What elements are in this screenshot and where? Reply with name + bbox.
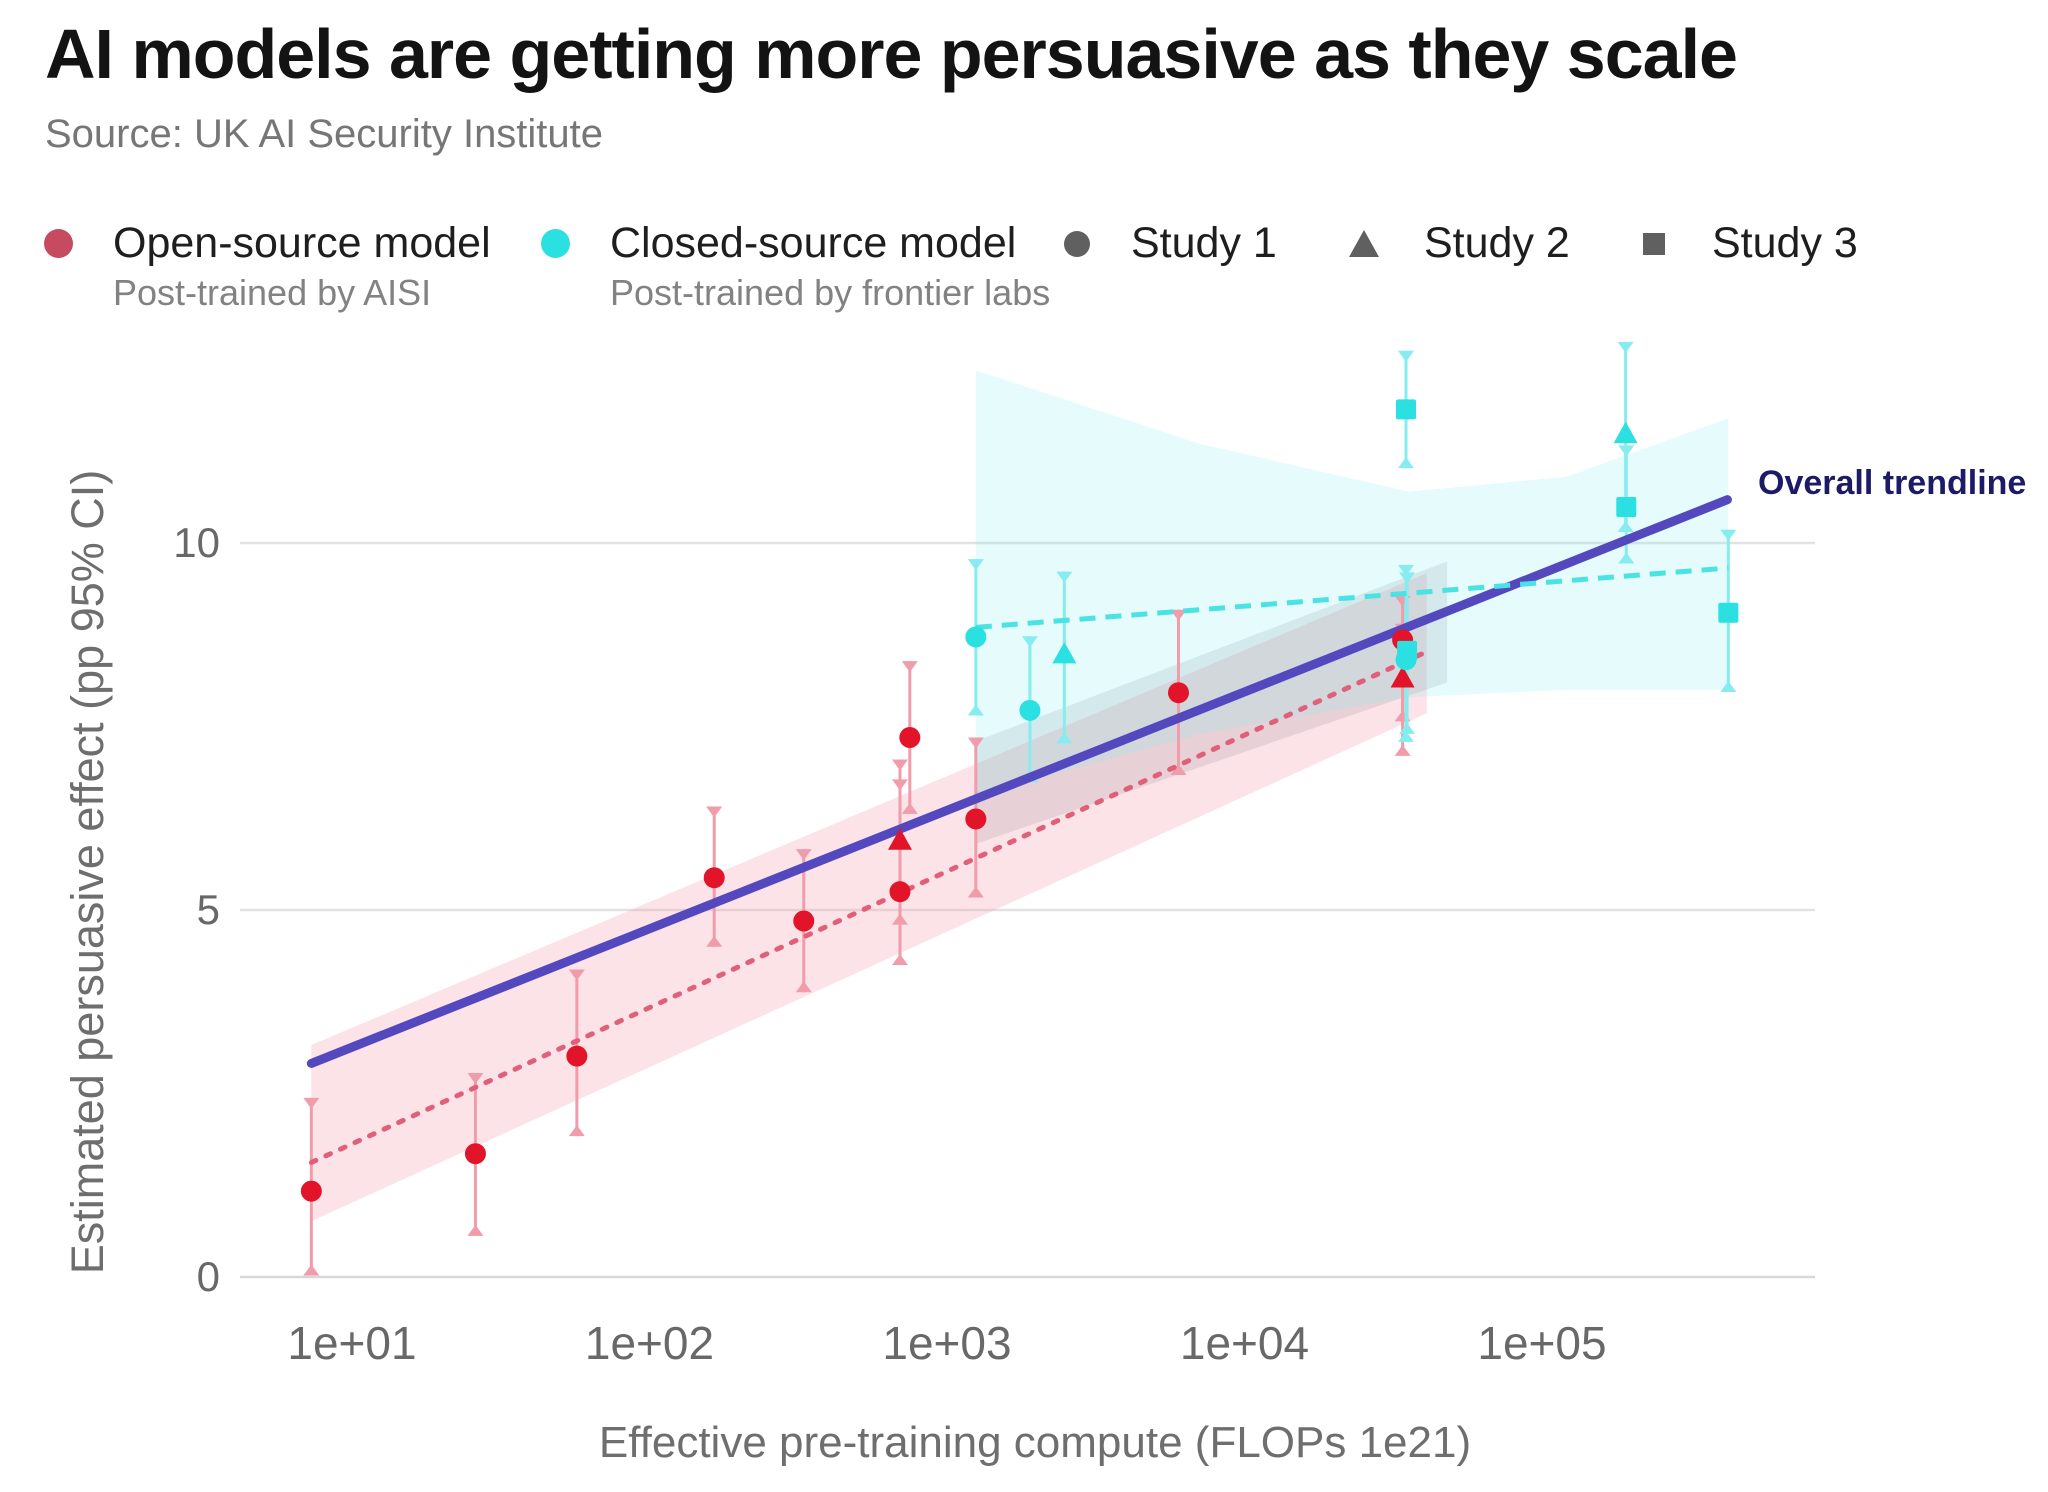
- y-tick-label: 5: [196, 886, 220, 933]
- error-bar-cap-bottom: [568, 1125, 585, 1137]
- error-bar-cap-top: [706, 806, 723, 818]
- data-point-circle: [300, 1180, 322, 1202]
- error-bar-cap-bottom: [1397, 730, 1414, 742]
- data-point-circle: [1168, 682, 1189, 704]
- error-bar-cap-bottom: [967, 886, 984, 898]
- data-point-circle: [1019, 699, 1041, 721]
- data-point-circle: [793, 910, 815, 932]
- error-bar-cap-top: [901, 661, 918, 673]
- x-tick-label: 1e+01: [287, 1317, 417, 1369]
- chart-source: Source: UK AI Security Institute: [45, 112, 604, 156]
- x-tick-label: 1e+03: [882, 1317, 1012, 1369]
- data-point-square: [1395, 399, 1416, 420]
- closed-source-legend-marker: [541, 229, 570, 258]
- study-1-legend-label: Study 1: [1131, 219, 1277, 267]
- error-bar-cap-bottom: [1399, 722, 1416, 734]
- error-bar-cap-bottom: [1394, 744, 1411, 756]
- data-point-triangle: [1052, 641, 1077, 664]
- y-tick-label: 10: [173, 519, 220, 566]
- closed-source-confidence-band: [975, 370, 1729, 797]
- data-point-square: [1718, 602, 1739, 623]
- x-tick-label: 1e+04: [1179, 1317, 1310, 1369]
- data-point-circle: [566, 1045, 588, 1067]
- error-bar-cap-bottom: [467, 1224, 484, 1236]
- error-bar-cap-bottom: [891, 954, 908, 966]
- data-point-circle: [899, 727, 921, 749]
- data-point-circle: [965, 626, 987, 648]
- error-bar-cap-bottom: [1618, 552, 1635, 564]
- error-bar-cap-top: [1397, 350, 1414, 362]
- error-bar-cap-bottom: [1056, 732, 1073, 744]
- error-bar-cap-bottom: [1720, 681, 1737, 693]
- data-point-triangle: [1613, 421, 1638, 444]
- error-bar-cap-top: [1021, 636, 1038, 648]
- y-tick-label: 0: [196, 1253, 220, 1300]
- error-bar-cap-bottom: [303, 1264, 320, 1276]
- data-point-circle: [703, 867, 725, 889]
- data-point-triangle: [1390, 666, 1415, 688]
- error-bar-cap-top: [795, 849, 812, 861]
- x-axis-label: Effective pre-training compute (FLOPs 1e…: [598, 1418, 1472, 1467]
- error-bar-cap-bottom: [891, 913, 908, 925]
- open-source-legend-marker: [44, 229, 73, 258]
- error-bar-cap-top: [1399, 572, 1416, 584]
- error-bar-cap-top: [467, 1072, 484, 1084]
- error-bar-cap-top: [891, 759, 908, 771]
- data-point-square: [1616, 497, 1637, 518]
- error-bar-cap-top: [1056, 571, 1073, 583]
- error-bar-cap-top: [1397, 565, 1414, 577]
- error-bar-cap-bottom: [795, 981, 812, 993]
- error-bar-cap-top: [967, 737, 984, 749]
- error-bar-cap-top: [1618, 445, 1635, 457]
- open-source-legend-label: Open-source model: [113, 219, 491, 267]
- y-axis-label: Estimated persuasive effect (pp 95% CI): [62, 469, 113, 1275]
- data-point-square: [1397, 640, 1418, 661]
- error-bar-cap-top: [568, 969, 585, 981]
- data-point-circle: [889, 881, 911, 903]
- study-3-square-icon: [1643, 233, 1665, 255]
- error-bar-cap-top: [1720, 529, 1737, 541]
- chart-title: AI models are getting more persuasive as…: [45, 15, 1738, 93]
- error-bar-cap-top: [967, 559, 984, 571]
- overall-trendline: [306, 495, 1732, 1068]
- overall-trendline-label: Overall trendline: [1758, 464, 2027, 502]
- error-bar-cap-bottom: [1397, 457, 1414, 469]
- study-2-legend-label: Study 2: [1424, 219, 1570, 267]
- open-source-legend-sublabel: Post-trained by AISI: [113, 272, 432, 313]
- x-tick-label: 1e+02: [584, 1317, 715, 1369]
- error-bar-cap-bottom: [901, 802, 918, 814]
- error-bar-cap-top: [1170, 609, 1187, 621]
- error-bar-cap-bottom: [967, 704, 984, 716]
- error-bar-cap-bottom: [1170, 763, 1187, 775]
- closed-source-legend-sublabel: Post-trained by frontier labs: [610, 272, 1051, 313]
- data-point-circle: [464, 1143, 486, 1165]
- error-bar-cap-bottom: [706, 935, 723, 947]
- open-trendline: [308, 649, 1430, 1165]
- error-bar-cap-top: [303, 1097, 320, 1109]
- closed-trendline: [975, 565, 1729, 630]
- data-point-circle: [965, 808, 987, 830]
- study-1-circle-icon: [1064, 231, 1090, 257]
- closed-source-legend-label: Closed-source model: [610, 219, 1017, 267]
- data-point-triangle: [887, 828, 912, 850]
- x-tick-label: 1e+05: [1477, 1317, 1607, 1369]
- error-bar-cap-top: [1617, 341, 1634, 353]
- study-3-legend-label: Study 3: [1712, 219, 1858, 267]
- study-2-triangle-icon: [1349, 230, 1379, 257]
